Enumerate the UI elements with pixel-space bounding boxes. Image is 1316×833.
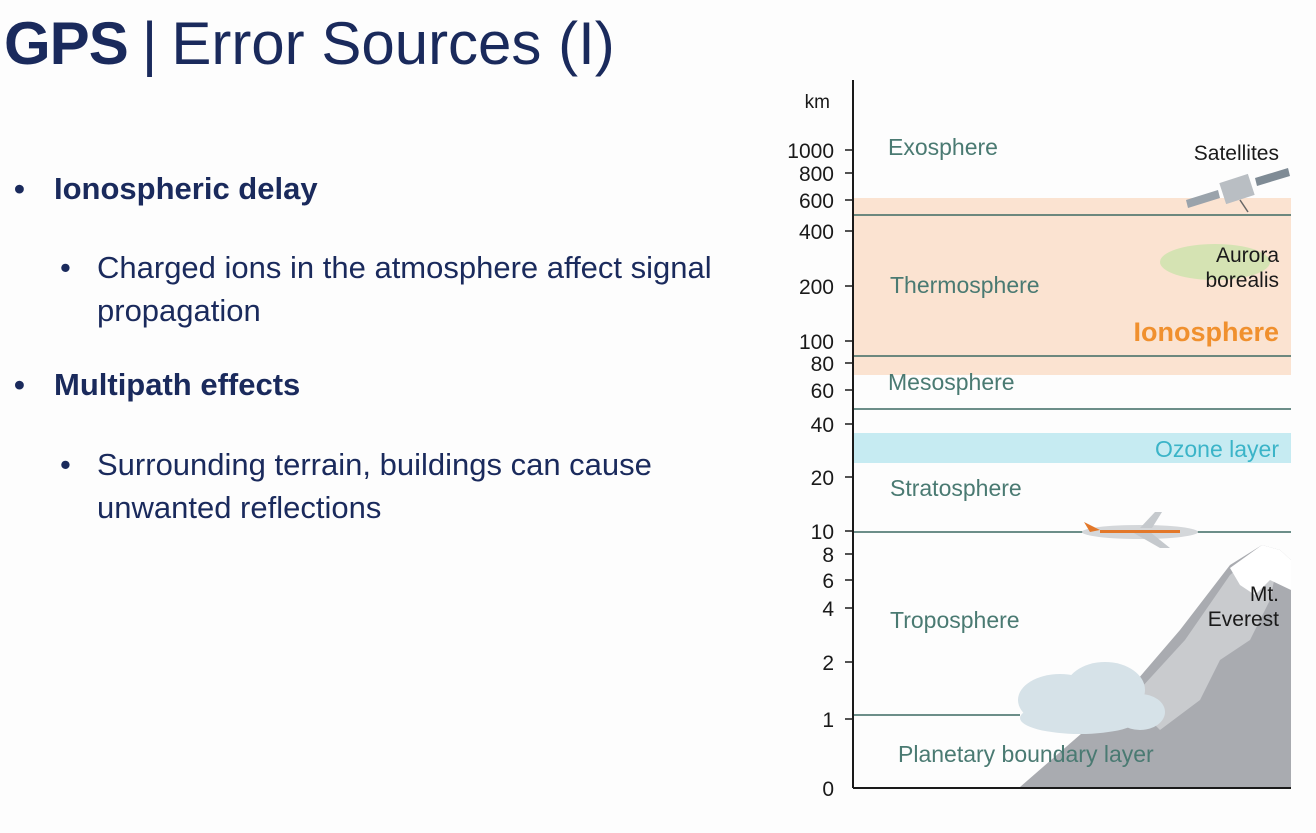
sub-bullet-text: Charged ions in the atmosphere affect si… xyxy=(97,250,712,328)
boundary-layer-label: Planetary boundary layer xyxy=(898,741,1154,767)
mt-everest-illustration xyxy=(1020,545,1291,787)
tick-label: 4 xyxy=(822,598,834,621)
tick-label: 1000 xyxy=(787,140,834,163)
sub-bullet-dot: • xyxy=(60,447,71,482)
troposphere-label: Troposphere xyxy=(890,607,1020,633)
tick-label: 100 xyxy=(799,331,834,354)
tick-label: 400 xyxy=(799,221,834,244)
ozone-layer-label: Ozone layer xyxy=(1155,436,1279,462)
ionosphere-band xyxy=(853,198,1291,375)
ionosphere-label: Ionosphere xyxy=(1133,317,1279,347)
satellite-icon xyxy=(1186,168,1290,213)
tick-label: 40 xyxy=(811,414,834,437)
exosphere-label: Exosphere xyxy=(888,134,998,160)
axis-tick-labels: km 1000 800 600 400 200 100 80 60 40 20 … xyxy=(787,92,834,801)
atmosphere-svg: km 1000 800 600 400 200 100 80 60 40 20 … xyxy=(787,80,1291,801)
title-separator: | xyxy=(141,10,158,77)
bullet-list: • Ionospheric delay • Charged ions in th… xyxy=(0,0,740,600)
bullet-dot: • xyxy=(14,367,25,402)
layer-labels: Exosphere Thermosphere Mesosphere Strato… xyxy=(888,134,1154,767)
tick-label: 800 xyxy=(799,163,834,186)
atmosphere-diagram: km 1000 800 600 400 200 100 80 60 40 20 … xyxy=(760,70,1300,805)
title-gps: GPS xyxy=(4,10,129,77)
axis-ticks xyxy=(845,149,853,720)
ozone-band xyxy=(853,433,1291,463)
tick-label: 8 xyxy=(822,544,834,567)
tick-label: 10 xyxy=(811,521,834,544)
slide-title: GPS | Error Sources (I) xyxy=(4,8,615,80)
cloud-illustration xyxy=(1018,662,1165,734)
tick-label: 6 xyxy=(822,570,834,593)
title-subject: Error Sources (I) xyxy=(171,10,615,77)
bullet-label: Multipath effects xyxy=(54,367,301,402)
tick-label: 200 xyxy=(799,276,834,299)
tick-label: 600 xyxy=(799,190,834,213)
bullet-label: Ionospheric delay xyxy=(54,171,318,206)
layer-boundaries xyxy=(853,214,1291,716)
thermosphere-label: Thermosphere xyxy=(890,272,1040,298)
tick-label: 80 xyxy=(811,353,834,376)
aurora-label-line1: Aurora xyxy=(1216,244,1279,267)
stratosphere-label: Stratosphere xyxy=(890,475,1022,501)
tick-label: 2 xyxy=(822,652,834,675)
tick-label: 1 xyxy=(822,709,834,732)
everest-label-line1: Mt. xyxy=(1250,583,1279,606)
aurora-illustration xyxy=(1160,244,1270,280)
tick-label: 20 xyxy=(811,467,834,490)
aurora-label-line2: borealis xyxy=(1205,269,1279,292)
airplane-icon xyxy=(1082,512,1198,548)
tick-label: 0 xyxy=(822,778,834,800)
bullet-dot: • xyxy=(14,171,25,206)
sub-bullet-dot: • xyxy=(60,250,71,285)
object-labels: Satellites Aurora borealis Mt. Everest xyxy=(1194,142,1280,631)
sub-bullet-text: Surrounding terrain, buildings can cause… xyxy=(97,447,652,525)
satellites-label: Satellites xyxy=(1194,142,1279,165)
mesosphere-label: Mesosphere xyxy=(888,369,1015,395)
everest-label-line2: Everest xyxy=(1208,608,1279,631)
tick-label: 60 xyxy=(811,380,834,403)
axis-unit-label: km xyxy=(805,92,830,113)
